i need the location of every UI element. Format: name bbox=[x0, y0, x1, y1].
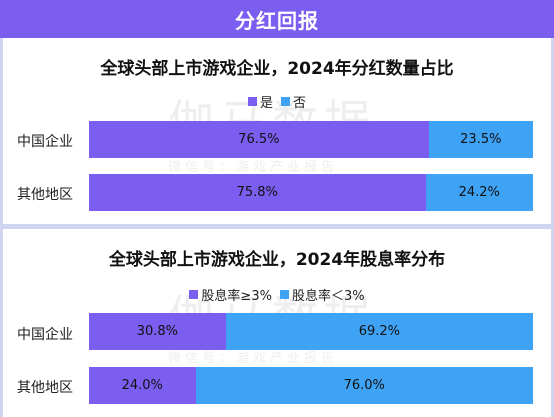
stacked-bar: 75.8% 24.2% bbox=[89, 174, 533, 211]
legend-label: 是 bbox=[259, 96, 273, 111]
legend-swatch-blue bbox=[281, 97, 290, 106]
legend-label: 股息率≥3% bbox=[201, 289, 272, 304]
legend-swatch-purple bbox=[189, 290, 199, 299]
stacked-bar: 76.5% 23.5% bbox=[89, 121, 533, 158]
data-label: 30.8% bbox=[136, 324, 179, 339]
bar-segment: 30.8% bbox=[89, 313, 226, 350]
data-label: 76.5% bbox=[238, 132, 280, 147]
watermark-wechat: 微信号：游戏产业报告 bbox=[168, 160, 339, 175]
category-label: 中国企业 bbox=[17, 327, 73, 343]
chart-title: 全球头部上市游戏企业，2024年分红数量占比 bbox=[100, 59, 454, 79]
bar-segment: 69.2% bbox=[225, 313, 533, 350]
bar-segment: 24.0% bbox=[89, 367, 196, 404]
legend-label: 否 bbox=[293, 96, 307, 111]
category-label: 其他地区 bbox=[17, 380, 73, 396]
category-label: 中国企业 bbox=[17, 134, 73, 150]
chart-panel-dividend-yield: 伽马数据 微信号：游戏产业报告 全球头部上市游戏企业，2024年股息率分布 股息… bbox=[3, 229, 551, 417]
data-label: 75.8% bbox=[236, 185, 278, 200]
legend-item: 股息率≥3% bbox=[189, 285, 272, 304]
legend-label: 股息率＜3% bbox=[291, 289, 365, 304]
chart-legend: 股息率≥3% 股息率＜3% bbox=[3, 285, 551, 304]
data-label: 24.0% bbox=[121, 378, 163, 393]
chart-legend: 是 否 bbox=[3, 92, 551, 111]
stacked-bar: 24.0% 76.0% bbox=[89, 367, 533, 404]
data-label: 23.5% bbox=[460, 132, 502, 147]
bar-segment: 76.0% bbox=[195, 367, 533, 404]
chart-title: 全球头部上市游戏企业，2024年股息率分布 bbox=[108, 250, 446, 270]
data-label: 76.0% bbox=[343, 378, 385, 393]
stacked-bar: 30.8% 69.2% bbox=[89, 313, 533, 350]
legend-swatch-blue bbox=[279, 290, 289, 299]
legend-swatch-purple bbox=[247, 97, 257, 106]
legend-item: 否 bbox=[281, 92, 306, 111]
data-label: 24.2% bbox=[458, 185, 500, 200]
bar-segment: 76.5% bbox=[89, 121, 429, 158]
legend-item: 是 bbox=[247, 92, 273, 111]
legend-item: 股息率＜3% bbox=[279, 285, 365, 304]
data-label: 69.2% bbox=[358, 324, 401, 339]
category-label: 其他地区 bbox=[17, 187, 73, 203]
bar-segment: 24.2% bbox=[425, 174, 533, 211]
bar-segment: 75.8% bbox=[89, 174, 426, 211]
chart-panel-dividend-count: 伽马数据 微信号：游戏产业报告 全球头部上市游戏企业，2024年分红数量占比 是… bbox=[3, 38, 551, 224]
bar-segment: 23.5% bbox=[428, 121, 533, 158]
banner-title: 分红回报 bbox=[0, 0, 554, 38]
